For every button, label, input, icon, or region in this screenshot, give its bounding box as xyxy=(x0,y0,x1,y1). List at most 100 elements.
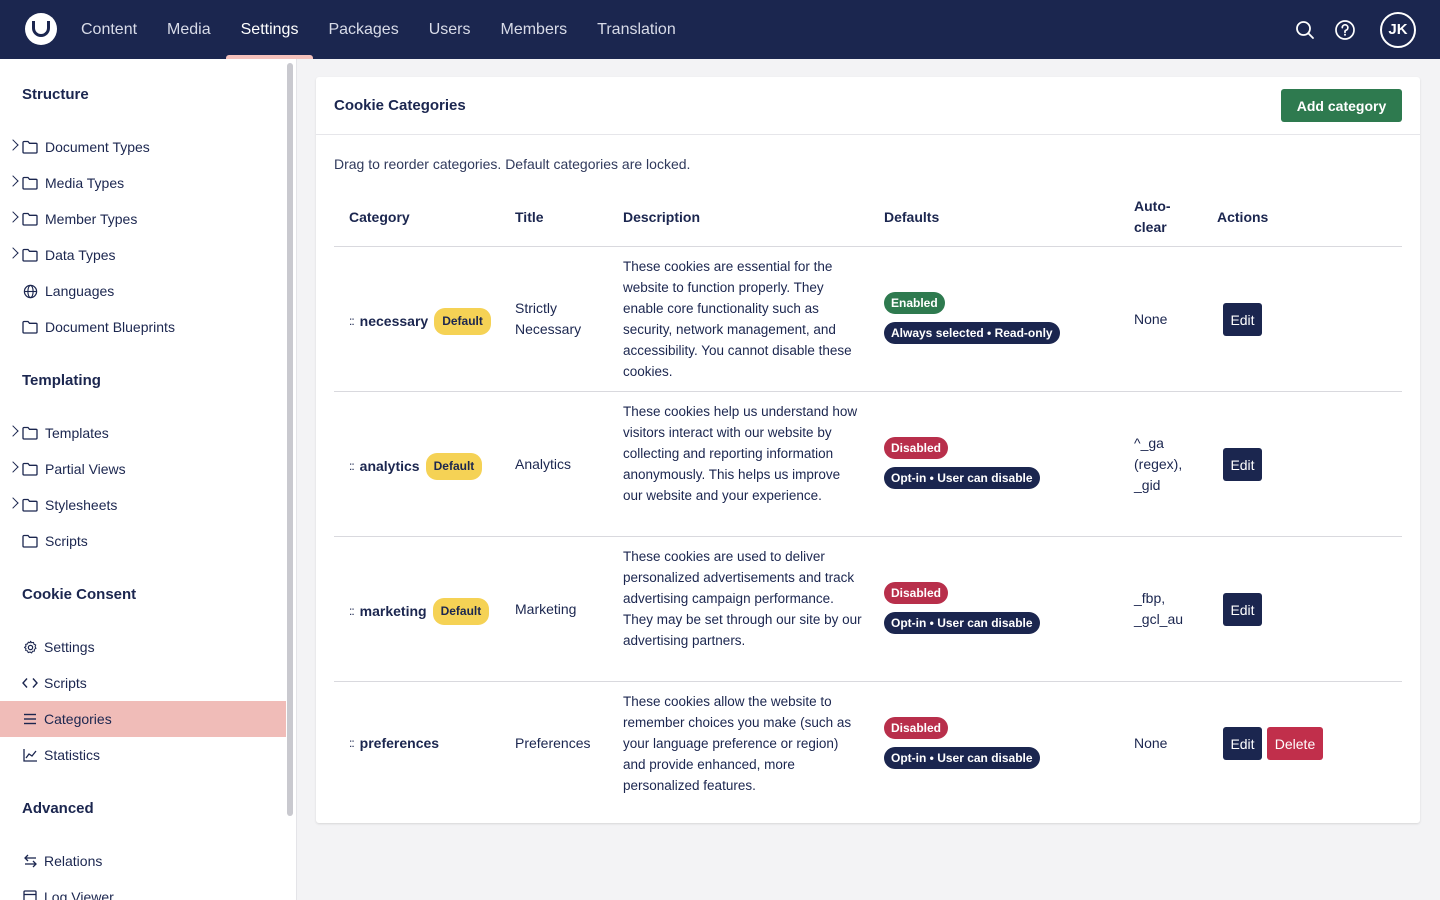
chevron-right-icon[interactable] xyxy=(7,247,19,259)
sidebar-item-label: Member Types xyxy=(45,211,138,227)
autoclear-cell: None xyxy=(1134,309,1167,330)
autoclear-value: ^_ga xyxy=(1134,435,1164,451)
main-nav: Content Media Settings Packages Users Me… xyxy=(66,0,691,59)
title-cell: Preferences xyxy=(515,733,590,754)
user-avatar[interactable]: JK xyxy=(1380,11,1416,48)
default-badge: Default xyxy=(425,453,483,480)
drag-handle-icon[interactable]: :: xyxy=(349,604,355,618)
folder-icon xyxy=(22,425,38,441)
sidebar-item-partial-views[interactable]: Partial Views xyxy=(0,451,286,487)
mode-badge: Opt-in • User can disable xyxy=(884,612,1040,634)
category-cell: :: preferences xyxy=(349,733,439,754)
chevron-right-icon[interactable] xyxy=(7,461,19,473)
category-name: marketing xyxy=(359,603,427,619)
title-line: Analytics xyxy=(515,456,572,472)
table-row[interactable]: :: preferences Preferences These cookies… xyxy=(334,682,1402,808)
chevron-right-icon[interactable] xyxy=(7,211,19,223)
folder-icon xyxy=(22,211,38,227)
column-header-defaults: Defaults xyxy=(884,209,940,225)
chevron-right-icon[interactable] xyxy=(7,139,19,151)
umbraco-logo[interactable] xyxy=(25,13,57,45)
column-header-autoclear-line2: clear xyxy=(1134,219,1167,235)
sidebar-item-media-types[interactable]: Media Types xyxy=(0,165,286,201)
folder-icon xyxy=(22,533,38,549)
nav-packages[interactable]: Packages xyxy=(328,20,399,38)
sidebar-item-label: Partial Views xyxy=(45,461,126,477)
help-icon[interactable] xyxy=(1332,17,1358,43)
column-header-title: Title xyxy=(515,209,544,225)
section-cookie-consent-heading: Cookie Consent xyxy=(22,586,137,603)
page-title: Cookie Categories xyxy=(334,97,466,114)
sidebar-item-label: Document Blueprints xyxy=(45,319,175,335)
sidebar-item-label: Data Types xyxy=(45,247,116,263)
autoclear-value: _gcl_au xyxy=(1134,611,1184,627)
status-badge: Disabled xyxy=(884,582,949,604)
sidebar-item-document-blueprints[interactable]: Document Blueprints xyxy=(0,309,286,345)
drag-handle-icon[interactable]: :: xyxy=(349,736,355,750)
autoclear-value: None xyxy=(1134,735,1168,751)
sidebar-item-label: Settings xyxy=(44,639,95,655)
sidebar-item-templates[interactable]: Templates xyxy=(0,415,286,451)
title-cell: Marketing xyxy=(515,599,576,620)
table-row[interactable]: :: analytics Default Analytics These coo… xyxy=(334,392,1402,537)
category-name: analytics xyxy=(359,458,420,474)
table-row[interactable]: :: necessary Default Strictly Necessary … xyxy=(334,247,1402,392)
arrows-exchange-icon xyxy=(22,853,38,869)
nav-settings[interactable]: Settings xyxy=(225,0,314,59)
search-icon[interactable] xyxy=(1292,17,1318,43)
chevron-right-icon[interactable] xyxy=(7,497,19,509)
sidebar-item-relations[interactable]: Relations xyxy=(0,843,286,879)
nav-media[interactable]: Media xyxy=(167,20,211,38)
title-line: Preferences xyxy=(515,735,591,751)
sidebar-item-member-types[interactable]: Member Types xyxy=(0,201,286,237)
sidebar-scrollbar[interactable] xyxy=(287,63,293,816)
top-icons: JK xyxy=(1292,0,1416,59)
title-line: Marketing xyxy=(515,601,577,617)
folder-icon xyxy=(22,461,38,477)
sidebar-item-settings[interactable]: Settings xyxy=(0,629,286,665)
sidebar-item-label: Relations xyxy=(44,853,103,869)
title-line: Strictly xyxy=(515,300,557,316)
sidebar-item-document-types[interactable]: Document Types xyxy=(0,129,286,165)
chevron-right-icon[interactable] xyxy=(7,175,19,187)
edit-button[interactable]: Edit xyxy=(1223,593,1262,626)
autoclear-cell: ^_ga (regex), _gid xyxy=(1134,433,1182,496)
mode-badge: Opt-in • User can disable xyxy=(884,467,1040,489)
sidebar-item-scripts[interactable]: Scripts xyxy=(0,665,286,701)
list-icon xyxy=(22,711,38,727)
sidebar-item-log-viewer[interactable]: Log Viewer xyxy=(0,879,286,900)
category-name: necessary xyxy=(359,313,429,329)
sidebar-item-statistics[interactable]: Statistics xyxy=(0,737,286,773)
table-row[interactable]: :: marketing Default Marketing These coo… xyxy=(334,537,1402,682)
delete-button[interactable]: Delete xyxy=(1267,727,1323,760)
sidebar-item-label: Statistics xyxy=(44,747,101,763)
sidebar-item-categories[interactable]: Categories xyxy=(0,701,286,737)
sidebar-item-languages[interactable]: Languages xyxy=(0,273,286,309)
edit-button[interactable]: Edit xyxy=(1223,303,1262,336)
top-navigation-bar: Content Media Settings Packages Users Me… xyxy=(0,0,1440,59)
column-header-actions: Actions xyxy=(1217,209,1269,225)
edit-button[interactable]: Edit xyxy=(1223,448,1262,481)
status-badge: Enabled xyxy=(884,292,945,314)
sidebar-item-scripts-folder[interactable]: Scripts xyxy=(0,523,286,559)
add-category-button[interactable]: Add category xyxy=(1281,89,1402,122)
nav-content[interactable]: Content xyxy=(81,20,138,38)
mode-badge: Always selected • Read-only xyxy=(884,322,1060,344)
sidebar-item-stylesheets[interactable]: Stylesheets xyxy=(0,487,286,523)
drag-handle-icon[interactable]: :: xyxy=(349,314,355,328)
chevron-right-icon[interactable] xyxy=(7,425,19,437)
edit-button[interactable]: Edit xyxy=(1223,727,1262,760)
nav-users[interactable]: Users xyxy=(428,20,471,38)
header-divider xyxy=(334,246,1402,247)
autoclear-value: None xyxy=(1134,311,1168,327)
nav-translation[interactable]: Translation xyxy=(597,20,676,38)
drag-handle-icon[interactable]: :: xyxy=(349,459,355,473)
nav-members[interactable]: Members xyxy=(500,20,568,38)
description-cell: These cookies are used to deliver person… xyxy=(623,549,862,648)
autoclear-value: _gid xyxy=(1134,477,1161,493)
folder-icon xyxy=(22,139,38,155)
folder-icon xyxy=(22,319,38,335)
sidebar-item-data-types[interactable]: Data Types xyxy=(0,237,286,273)
default-badge: Default xyxy=(434,308,491,335)
line-chart-icon xyxy=(22,747,38,763)
